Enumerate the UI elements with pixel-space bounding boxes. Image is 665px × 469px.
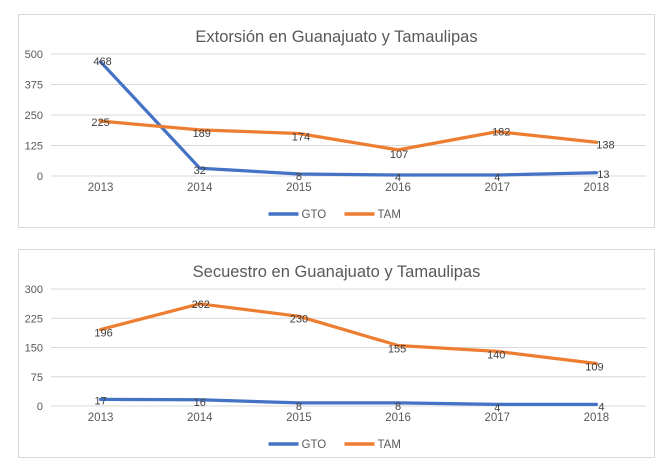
x-axis-tick-label: 2017 xyxy=(484,182,510,194)
x-axis-tick-label: 2015 xyxy=(286,182,312,194)
data-label-tam: 182 xyxy=(492,127,510,139)
chart-title: Extorsión en Guanajuato y Tamaulipas xyxy=(195,28,477,46)
y-axis-tick-label: 0 xyxy=(37,401,43,413)
data-label-tam: 189 xyxy=(193,128,211,140)
series-line-tam xyxy=(98,302,599,366)
y-axis-tick-label: 150 xyxy=(25,343,43,355)
x-axis-tick-label: 2014 xyxy=(187,182,213,194)
y-axis-tick-label: 250 xyxy=(25,110,43,122)
y-axis-tick-label: 75 xyxy=(31,372,43,384)
x-axis-tick-label: 2018 xyxy=(584,412,610,424)
chart-canvas: Secuestro en Guanajuato y Tamaulipas 0 75 1… xyxy=(25,263,646,451)
y-axis-tick-label: 300 xyxy=(25,284,43,296)
data-label-gto: 8 xyxy=(395,401,401,413)
x-axis-tick-label: 2016 xyxy=(385,182,411,194)
series-line-gto xyxy=(98,60,599,177)
chart-panel-extorsion: Extorsión en Guanajuato y Tamaulipas 0 125… xyxy=(18,14,655,228)
legend-label-gto: GTO xyxy=(302,439,327,451)
y-axis-tick-label: 500 xyxy=(25,49,43,61)
data-label-gto: 468 xyxy=(93,56,111,68)
x-axis-tick-label: 2016 xyxy=(385,412,411,424)
x-axis-tick-label: 2017 xyxy=(484,412,510,424)
legend-label-gto: GTO xyxy=(302,209,327,221)
data-label-tam: 107 xyxy=(390,149,408,161)
data-label-tam: 109 xyxy=(585,361,603,373)
data-label-gto: 8 xyxy=(296,401,302,413)
series-line-gto xyxy=(98,397,599,407)
x-axis-tick-label: 2013 xyxy=(88,412,114,424)
chart-canvas: Extorsión en Guanajuato y Tamaulipas 0 125… xyxy=(25,28,646,221)
data-label-tam: 196 xyxy=(94,328,112,340)
data-label-tam: 174 xyxy=(292,132,310,144)
y-axis-tick-label: 375 xyxy=(25,80,43,92)
x-axis-tick-label: 2018 xyxy=(584,182,610,194)
x-axis-tick-label: 2014 xyxy=(187,412,213,424)
y-axis-tick-label: 0 xyxy=(37,171,43,183)
x-axis-tick-label: 2013 xyxy=(88,182,114,194)
legend-label-tam: TAM xyxy=(378,439,401,451)
data-label-gto: 16 xyxy=(194,397,206,409)
chart-panel-secuestro: Secuestro en Guanajuato y Tamaulipas 0 75 1… xyxy=(18,249,655,458)
data-label-tam: 155 xyxy=(388,344,406,356)
chart-title: Secuestro en Guanajuato y Tamaulipas xyxy=(193,263,481,281)
data-label-gto: 4 xyxy=(395,172,401,184)
data-label-gto: 8 xyxy=(296,171,302,183)
data-label-tam: 230 xyxy=(290,313,308,325)
data-label-tam: 138 xyxy=(596,139,614,151)
y-axis-tick-label: 125 xyxy=(25,141,43,153)
data-label-gto: 17 xyxy=(94,395,106,407)
y-axis-tick-label: 225 xyxy=(25,313,43,325)
data-label-gto: 4 xyxy=(494,402,500,414)
data-label-gto: 4 xyxy=(494,172,500,184)
data-label-gto: 4 xyxy=(598,401,604,413)
series-line-tam xyxy=(98,119,599,152)
data-label-gto: 32 xyxy=(194,165,206,177)
legend-label-tam: TAM xyxy=(378,209,401,221)
data-label-tam: 225 xyxy=(91,117,109,129)
data-label-tam: 262 xyxy=(192,299,210,311)
data-label-tam: 140 xyxy=(487,349,505,361)
data-label-gto: 13 xyxy=(597,169,609,181)
x-axis-tick-label: 2015 xyxy=(286,412,312,424)
